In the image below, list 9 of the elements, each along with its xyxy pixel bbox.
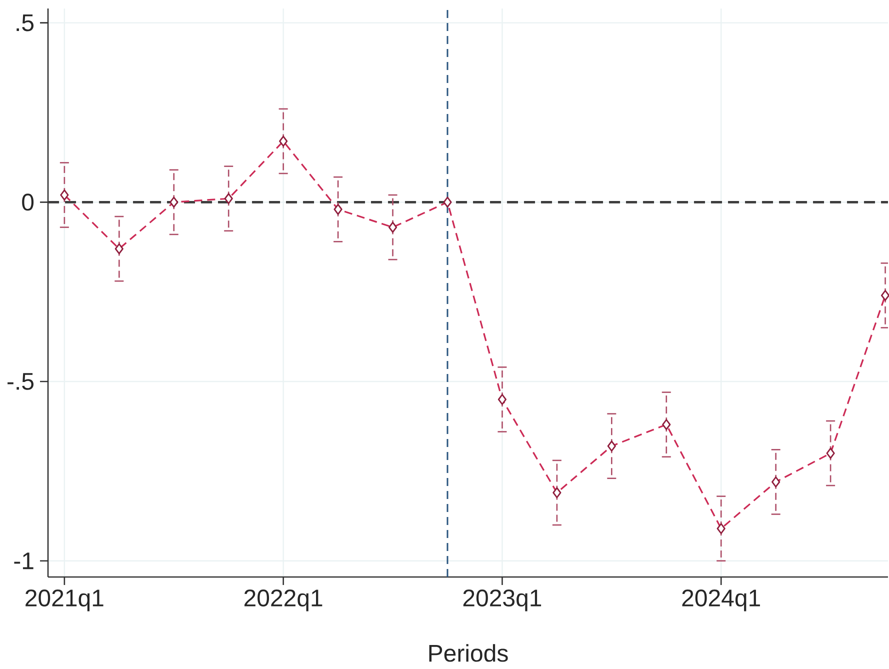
x-tick-label: 2023q1 [463,589,542,612]
y-tick-label: -.5 [8,373,34,390]
y-tick-label: .5 [16,14,34,32]
y-tick-label: -1 [14,552,34,570]
x-tick-label: 2022q1 [244,589,322,612]
x-tick-label: 2021q1 [26,589,104,612]
x-tick-label: 2024q1 [682,589,760,612]
y-tick-label: 0 [22,194,34,211]
x-axis-title: Periods [429,644,508,662]
